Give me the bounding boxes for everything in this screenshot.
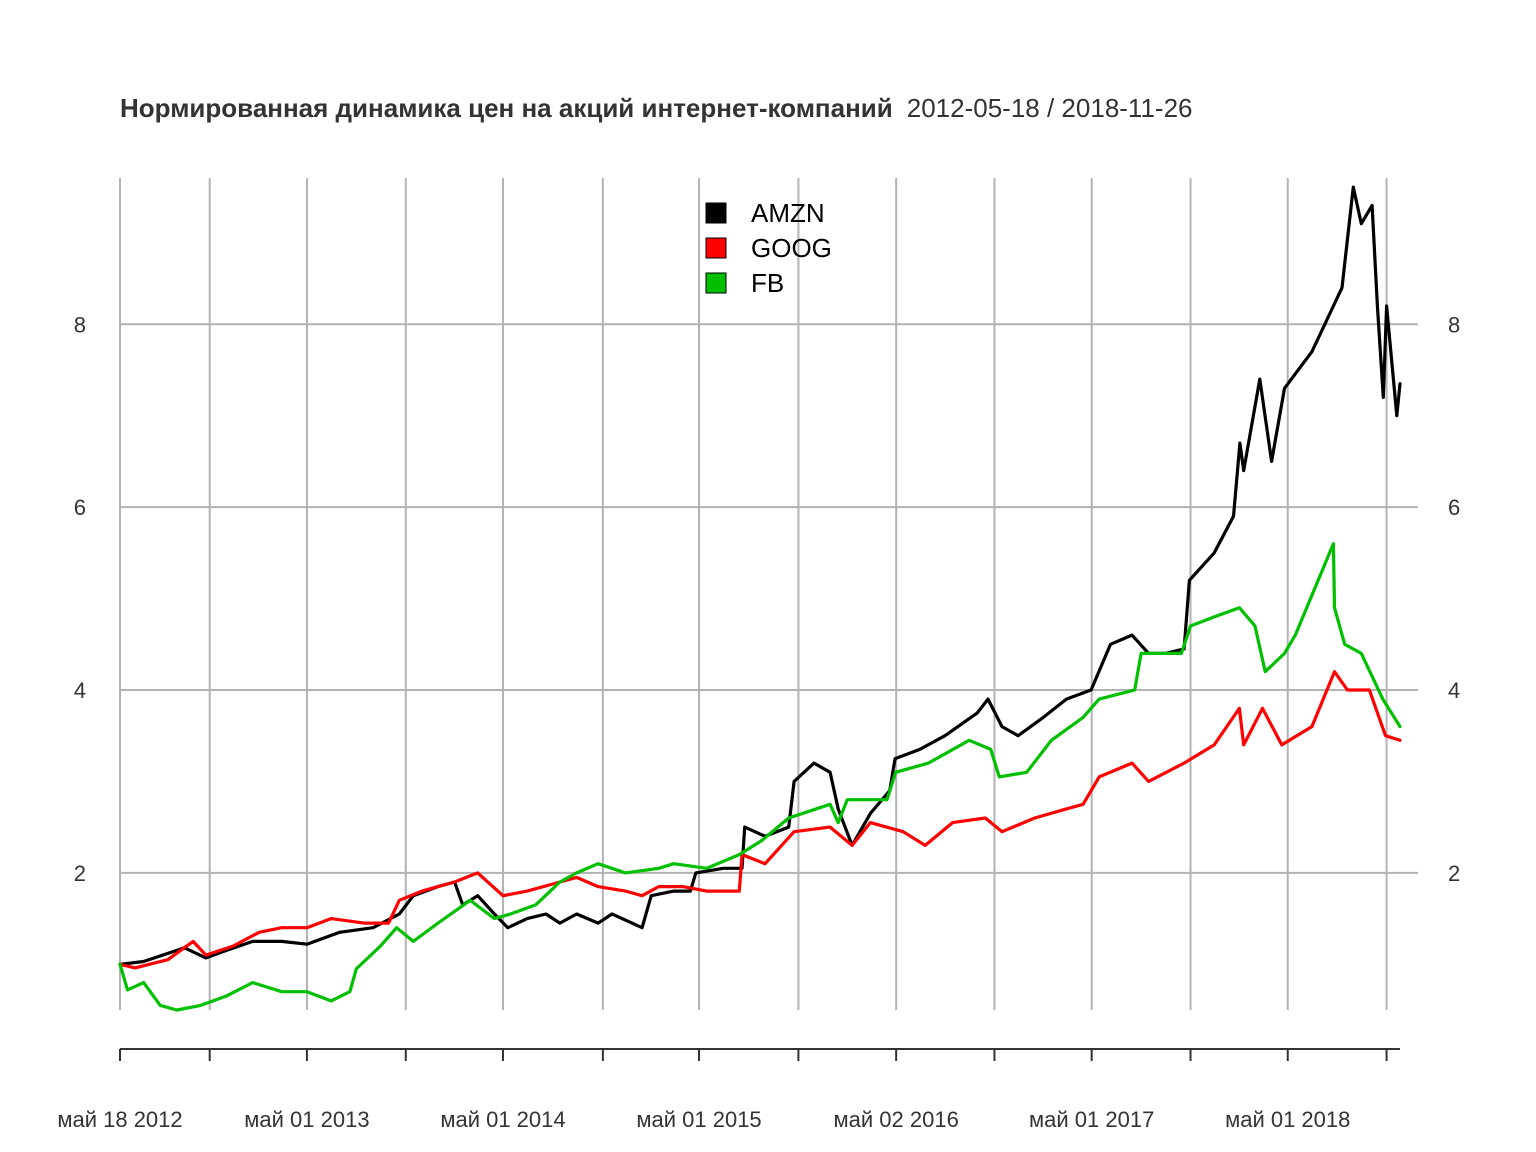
x-tick-label: май 02 2016 xyxy=(834,1107,959,1132)
x-axis: май 18 2012 май 01 2013 май 01 2014 май 01 … xyxy=(57,1048,1400,1132)
legend-swatch-goog xyxy=(705,237,727,259)
x-tick-label: май 01 2017 xyxy=(1029,1107,1154,1132)
y-tick-label-right: 2 xyxy=(1448,861,1460,886)
x-tick-label: май 01 2013 xyxy=(244,1107,369,1132)
x-tick-label: май 01 2018 xyxy=(1225,1107,1350,1132)
y-tick-label-left: 2 xyxy=(74,861,86,886)
x-tick-label: май 18 2012 xyxy=(57,1107,182,1132)
legend: AMZN GOOG FB xyxy=(705,198,832,298)
chart-title-main: Нормированная динамика цен на акций инте… xyxy=(120,93,893,123)
grid xyxy=(119,178,1418,1010)
x-tick-label: май 01 2015 xyxy=(636,1107,761,1132)
series-line-fb xyxy=(118,542,1402,1012)
y-tick-label-left: 4 xyxy=(74,678,86,703)
y-tick-label-right: 8 xyxy=(1448,312,1460,337)
chart-title: Нормированная динамика цен на акций инте… xyxy=(120,93,1193,123)
y-tick-label-left: 6 xyxy=(74,495,86,520)
chart-date-range: 2012-05-18 / 2018-11-26 xyxy=(907,93,1193,123)
series-lines xyxy=(118,185,1402,1012)
y-tick-label-right: 6 xyxy=(1448,495,1460,520)
y-tick-label-right: 4 xyxy=(1448,678,1460,703)
y-axis-labels: 2 2 4 4 6 6 8 8 xyxy=(74,312,1461,886)
legend-label-fb: FB xyxy=(751,268,784,298)
series-line-amzn xyxy=(118,185,1402,966)
legend-swatch-amzn xyxy=(705,202,727,224)
series-line-goog xyxy=(118,670,1402,970)
legend-swatch-fb xyxy=(705,272,727,294)
y-tick-label-left: 8 xyxy=(74,312,86,337)
legend-label-goog: GOOG xyxy=(751,233,832,263)
legend-label-amzn: AMZN xyxy=(751,198,825,228)
x-tick-label: май 01 2014 xyxy=(440,1107,565,1132)
